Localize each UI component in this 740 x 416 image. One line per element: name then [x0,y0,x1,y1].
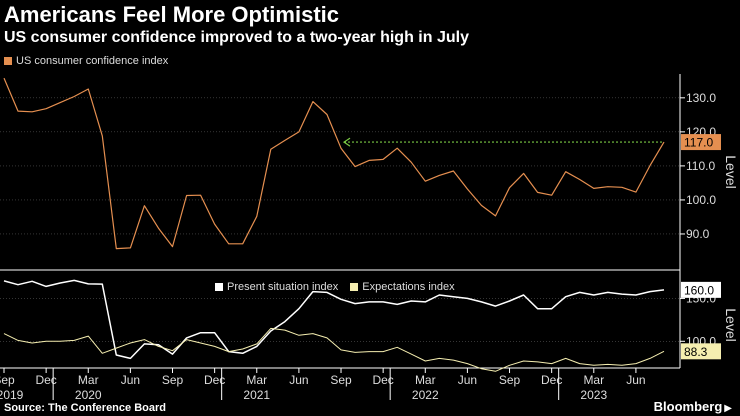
source-note: Source: The Conference Board [4,402,166,414]
legend-swatch-expectations [350,283,359,291]
xtick-label-14: Mar [583,373,604,387]
xtick-label-5: Dec [204,373,225,387]
yaxis-title-top: Level [723,155,739,188]
xtick-label-6: Mar [246,373,267,387]
xtick-label-13: Dec [541,373,562,387]
year-label-2019: 2019 [0,388,24,402]
xtick-label-7: Jun [289,373,308,387]
yaxis-title-bottom: Level [723,308,739,341]
year-label-2021: 2021 [243,388,270,402]
xtick-label-12: Sep [499,373,521,387]
last-value-expectations-box [681,343,721,360]
ytick-label-top-0: 130.0 [686,91,716,105]
last-value-confidence-text: 117.0 [684,136,713,150]
annotation-arrow-head [342,137,351,147]
legend-label-present: Present situation index [227,281,339,293]
last-value-present-text: 160.0 [684,283,714,297]
chart-title: Americans Feel More Optimistic [4,2,339,27]
year-label-2023: 2023 [580,388,607,402]
ytick-label-top-4: 90.0 [686,227,710,241]
legend-label-expectations: Expectations index [362,281,455,293]
year-label-2022: 2022 [412,388,439,402]
xtick-label-8: Sep [330,373,352,387]
year-label-2020: 2020 [75,388,102,402]
xtick-label-3: Jun [121,373,140,387]
brand-logo: Bloomberg ▶ [654,399,732,414]
last-value-confidence-box [681,134,721,151]
legend-top: US consumer confidence index [4,55,168,67]
xtick-label-0: Sep [0,373,15,387]
xtick-label-2: Mar [78,373,99,387]
series-line-confidence [3,77,665,250]
xtick-label-1: Dec [35,373,56,387]
brand-name: Bloomberg [653,399,723,414]
xtick-label-15: Jun [626,373,645,387]
legend-swatch-confidence [4,57,12,65]
last-value-present-box [681,281,721,298]
ytick-label-top-3: 100.0 [686,193,716,207]
legend-bottom: Present situation index Expectations ind… [215,281,467,293]
series-line-present [3,279,665,360]
xtick-label-4: Sep [162,373,184,387]
series-line-expectations [3,327,665,372]
last-value-expectations-text: 88.3 [684,345,708,359]
chart-subtitle: US consumer confidence improved to a two… [4,29,469,46]
ytick-label-top-2: 110.0 [686,159,715,173]
xtick-label-11: Jun [458,373,477,387]
bloomberg-terminal-icon: ▶ [724,403,732,414]
legend-swatch-present [215,283,223,291]
xtick-label-9: Dec [372,373,393,387]
legend-item-expectations: Expectations index [350,281,455,293]
legend-label-confidence: US consumer confidence index [16,55,169,67]
xtick-label-10: Mar [415,373,436,387]
legend-item-present: Present situation index [215,281,338,293]
